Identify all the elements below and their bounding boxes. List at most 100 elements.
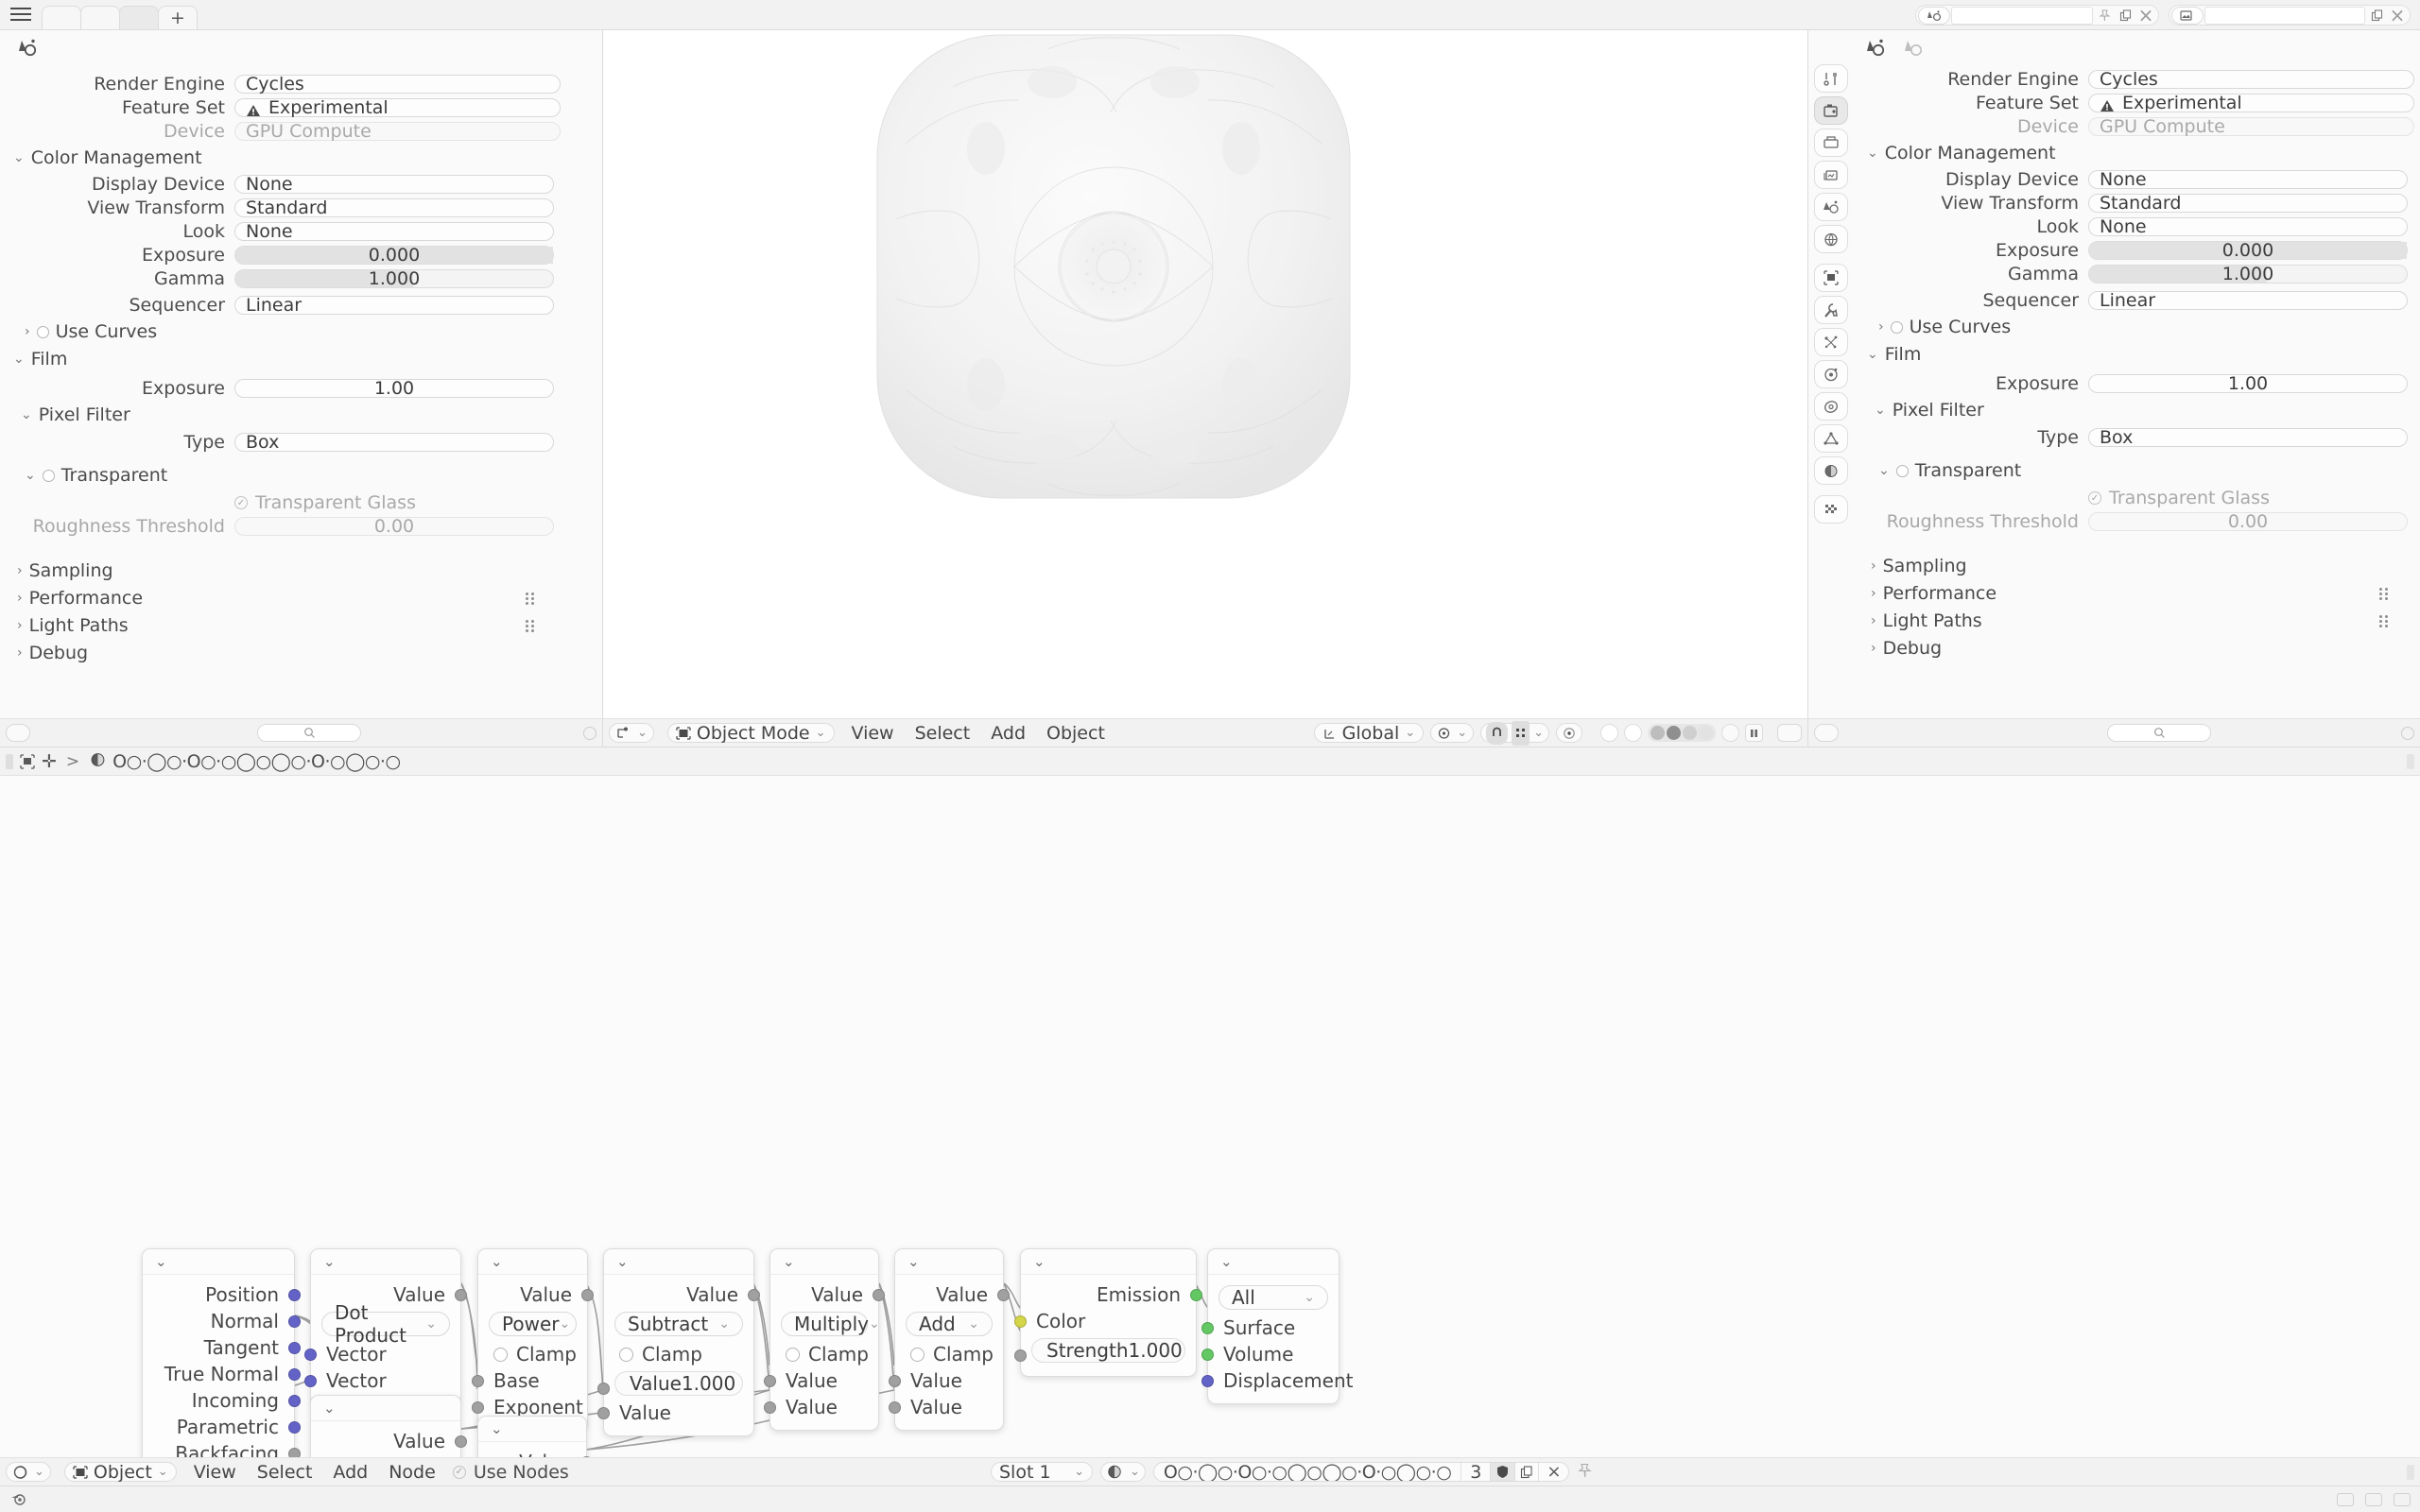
- socket-exponent[interactable]: Exponent: [472, 1394, 587, 1420]
- section-debug-r[interactable]: › Debug: [1871, 638, 2420, 659]
- section-color-management-r[interactable]: ⌄ Color Management: [1867, 143, 2420, 163]
- tab-physics[interactable]: [1814, 360, 1848, 388]
- operation-dropdown[interactable]: Subtract ⌄: [614, 1312, 743, 1336]
- wireframe-icon[interactable]: [1600, 724, 1618, 742]
- tab-world[interactable]: [1814, 225, 1848, 253]
- viewport-menu-view[interactable]: View: [851, 722, 894, 744]
- node-math-divide-168[interactable]: ⌄ Value Divide⌄ Clamp 168.000: [477, 1416, 593, 1457]
- section-transparent[interactable]: ⌄ Transparent: [25, 465, 602, 486]
- shader-editor-icon[interactable]: [19, 753, 36, 769]
- node-menu-add[interactable]: Add: [333, 1461, 369, 1483]
- socket-base[interactable]: Base: [472, 1367, 587, 1394]
- socket-value-out[interactable]: Value: [604, 1281, 760, 1308]
- look-dropdown[interactable]: None: [234, 221, 554, 242]
- mode-selector[interactable]: Object Mode ⌄: [666, 723, 835, 744]
- node-math-add[interactable]: ⌄ Value Add ⌄ Clamp Value Value: [889, 1248, 1010, 1431]
- search-input[interactable]: [2107, 724, 2211, 742]
- node-math-power[interactable]: ⌄ Value Power ⌄ Clamp Base Expone: [472, 1248, 594, 1431]
- solid-shading-icon[interactable]: [1683, 726, 1697, 740]
- node-math-subtract[interactable]: ⌄ Value Subtract ⌄ Clamp Value: [597, 1248, 760, 1436]
- transparent-checkbox[interactable]: [42, 469, 55, 482]
- editor-type-icon[interactable]: [6, 724, 30, 742]
- editor-type-icon[interactable]: [1814, 724, 1839, 742]
- pin-icon[interactable]: [1577, 1461, 1593, 1484]
- target-dropdown[interactable]: All ⌄: [1219, 1285, 1328, 1310]
- tab-data[interactable]: [1814, 424, 1848, 453]
- socket-vector-b[interactable]: Vector: [304, 1367, 460, 1394]
- transparent-glass-row[interactable]: ✓ Transparent Glass: [234, 492, 416, 513]
- transform-orientation-dropdown[interactable]: Global ⌄: [1313, 723, 1425, 744]
- transparent-glass-row[interactable]: ✓ Transparent Glass: [2088, 488, 2270, 508]
- gamma-slider[interactable]: 1.000: [234, 268, 554, 289]
- section-debug[interactable]: › Debug: [17, 643, 602, 663]
- stats-icon[interactable]: [2337, 1492, 2354, 1506]
- socket-value-out[interactable]: Value: [478, 1281, 594, 1308]
- proportional-editing[interactable]: ⌄: [1480, 720, 1549, 746]
- version-icon[interactable]: [2365, 1492, 2382, 1506]
- filter-icon[interactable]: [2401, 726, 2414, 740]
- hamburger-icon[interactable]: [0, 0, 42, 29]
- strength-field[interactable]: Strength 1.000: [1031, 1338, 1185, 1363]
- operation-dropdown[interactable]: Multiply ⌄: [781, 1312, 880, 1336]
- node-geometry[interactable]: ⌄ Position Normal Tangent True Normal: [142, 1248, 301, 1457]
- material-icon[interactable]: [1918, 6, 1950, 25]
- node-math-multiply[interactable]: ⌄ Value Multiply ⌄ Clamp Value Va: [764, 1248, 885, 1431]
- socket-tangent[interactable]: Tangent: [143, 1334, 301, 1361]
- tab-particles[interactable]: [1814, 328, 1848, 356]
- section-light-paths-r[interactable]: › Light Paths: [1871, 610, 2420, 631]
- duplicate-icon[interactable]: [2366, 7, 2387, 25]
- socket-value-out[interactable]: Value: [311, 1281, 467, 1308]
- tab-object[interactable]: [1814, 264, 1848, 292]
- use-curves-checkbox[interactable]: [1890, 320, 1903, 334]
- editor-type-3dview-icon[interactable]: ⌄: [609, 723, 654, 743]
- tab-output[interactable]: [1814, 129, 1848, 157]
- slot-dropdown[interactable]: Slot 1 ⌄: [991, 1462, 1093, 1483]
- editor-type-shader-icon[interactable]: ⌄: [6, 1462, 51, 1482]
- node-emission[interactable]: ⌄ Emission Color Strength 1.000: [1014, 1248, 1202, 1377]
- overlays-icon[interactable]: [1721, 724, 1739, 742]
- viewport-canvas[interactable]: [603, 30, 1807, 718]
- section-color-management[interactable]: ⌄ Color Management: [13, 147, 602, 168]
- tab-scene[interactable]: [1814, 193, 1848, 221]
- socket-normal[interactable]: Normal: [143, 1308, 301, 1334]
- material-name[interactable]: O○·◯○·O○·○◯○◯○·O·○◯○·○: [1163, 1462, 1452, 1482]
- section-performance[interactable]: › Performance: [17, 588, 602, 609]
- socket-value-out[interactable]: Value: [895, 1281, 1010, 1308]
- row-use-curves[interactable]: › Use Curves: [25, 321, 602, 342]
- socket-value-b[interactable]: Value: [597, 1400, 753, 1426]
- scrollbar-handle[interactable]: [2407, 753, 2414, 769]
- socket-parametric[interactable]: Parametric: [143, 1414, 301, 1440]
- light-paths-presets-icon[interactable]: [526, 619, 534, 632]
- socket-value-b[interactable]: Value: [889, 1394, 1003, 1420]
- operation-dropdown[interactable]: Dot Product ⌄: [321, 1301, 450, 1347]
- scrollbar-handle[interactable]: [2407, 1464, 2414, 1480]
- render-engine-dropdown[interactable]: Cycles: [2088, 69, 2414, 90]
- section-light-paths[interactable]: › Light Paths: [17, 615, 602, 636]
- material-browse-icon[interactable]: ⌄: [1100, 1462, 1146, 1482]
- socket-value-out[interactable]: Value: [311, 1428, 467, 1454]
- tab-view-layer[interactable]: [1814, 161, 1848, 189]
- close-icon[interactable]: ×: [2389, 4, 2406, 26]
- viewport-menu-select[interactable]: Select: [914, 722, 971, 744]
- tab-tool[interactable]: [1814, 64, 1848, 93]
- display-device-dropdown[interactable]: None: [2088, 169, 2408, 190]
- use-curves-checkbox[interactable]: [36, 325, 49, 338]
- shader-type-selector[interactable]: Object ⌄: [63, 1462, 177, 1483]
- view-transform-dropdown[interactable]: Standard: [2088, 193, 2408, 214]
- tab-render[interactable]: [1814, 96, 1848, 125]
- section-pixel-filter-r[interactable]: ⌄ Pixel Filter: [1875, 400, 2420, 421]
- tab-texture[interactable]: [1814, 495, 1848, 524]
- node-header[interactable]: ⌄: [604, 1249, 753, 1275]
- node-header[interactable]: ⌄: [895, 1249, 1003, 1275]
- workspace-tab-1[interactable]: [42, 6, 81, 29]
- socket-value-out[interactable]: Value: [478, 1449, 593, 1457]
- filter-icon[interactable]: [583, 726, 596, 740]
- socket-displacement[interactable]: Displacement: [1201, 1367, 1354, 1394]
- value-field-a[interactable]: Value 1.000: [614, 1371, 743, 1396]
- socket-emission-out[interactable]: Emission: [1021, 1281, 1202, 1308]
- node-header[interactable]: ⌄: [478, 1417, 586, 1442]
- filter-type-dropdown[interactable]: Box: [2088, 427, 2408, 448]
- node-canvas[interactable]: ⌄ Position Normal Tangent True Normal: [0, 776, 2420, 1457]
- add-workspace-tab[interactable]: +: [158, 6, 198, 29]
- section-sampling-r[interactable]: › Sampling: [1871, 556, 2420, 576]
